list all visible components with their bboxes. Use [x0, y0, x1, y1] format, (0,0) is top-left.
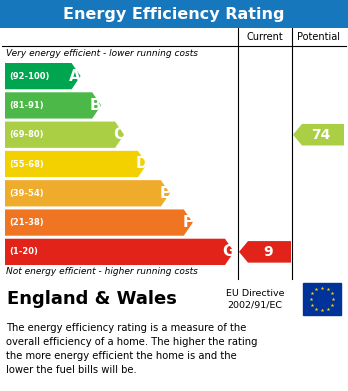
- Text: Energy Efficiency Rating: Energy Efficiency Rating: [63, 7, 285, 22]
- Polygon shape: [5, 210, 193, 236]
- Bar: [2, 279, 346, 319]
- Polygon shape: [5, 63, 81, 89]
- Text: E: E: [159, 186, 170, 201]
- Polygon shape: [239, 241, 291, 263]
- Text: Potential: Potential: [298, 32, 340, 42]
- Bar: [2, 28, 346, 279]
- Bar: [303, 283, 341, 315]
- Text: F: F: [182, 215, 192, 230]
- Text: 74: 74: [311, 128, 331, 142]
- Polygon shape: [5, 151, 147, 177]
- Text: (21-38): (21-38): [9, 218, 44, 227]
- Bar: [303, 283, 341, 315]
- Text: (39-54): (39-54): [9, 189, 44, 198]
- Polygon shape: [5, 122, 124, 148]
- Text: Very energy efficient - lower running costs: Very energy efficient - lower running co…: [6, 48, 198, 57]
- Text: (69-80): (69-80): [9, 130, 44, 139]
- Text: A: A: [69, 69, 81, 84]
- Text: (92-100): (92-100): [9, 72, 49, 81]
- Polygon shape: [293, 124, 344, 145]
- Text: Current: Current: [247, 32, 283, 42]
- Text: EU Directive
2002/91/EC: EU Directive 2002/91/EC: [226, 289, 284, 309]
- Bar: [0, 0, 348, 28]
- Polygon shape: [5, 239, 234, 265]
- Text: (55-68): (55-68): [9, 160, 44, 169]
- Text: G: G: [222, 244, 235, 259]
- Text: England & Wales: England & Wales: [7, 290, 177, 308]
- Text: 9: 9: [263, 245, 272, 259]
- Polygon shape: [5, 180, 170, 206]
- Text: D: D: [135, 156, 148, 172]
- Polygon shape: [5, 92, 101, 118]
- Text: Not energy efficient - higher running costs: Not energy efficient - higher running co…: [6, 267, 198, 276]
- Text: C: C: [113, 127, 124, 142]
- Text: (81-91): (81-91): [9, 101, 44, 110]
- Text: The energy efficiency rating is a measure of the
overall efficiency of a home. T: The energy efficiency rating is a measur…: [6, 323, 258, 375]
- Text: (1-20): (1-20): [9, 248, 38, 256]
- Text: B: B: [90, 98, 102, 113]
